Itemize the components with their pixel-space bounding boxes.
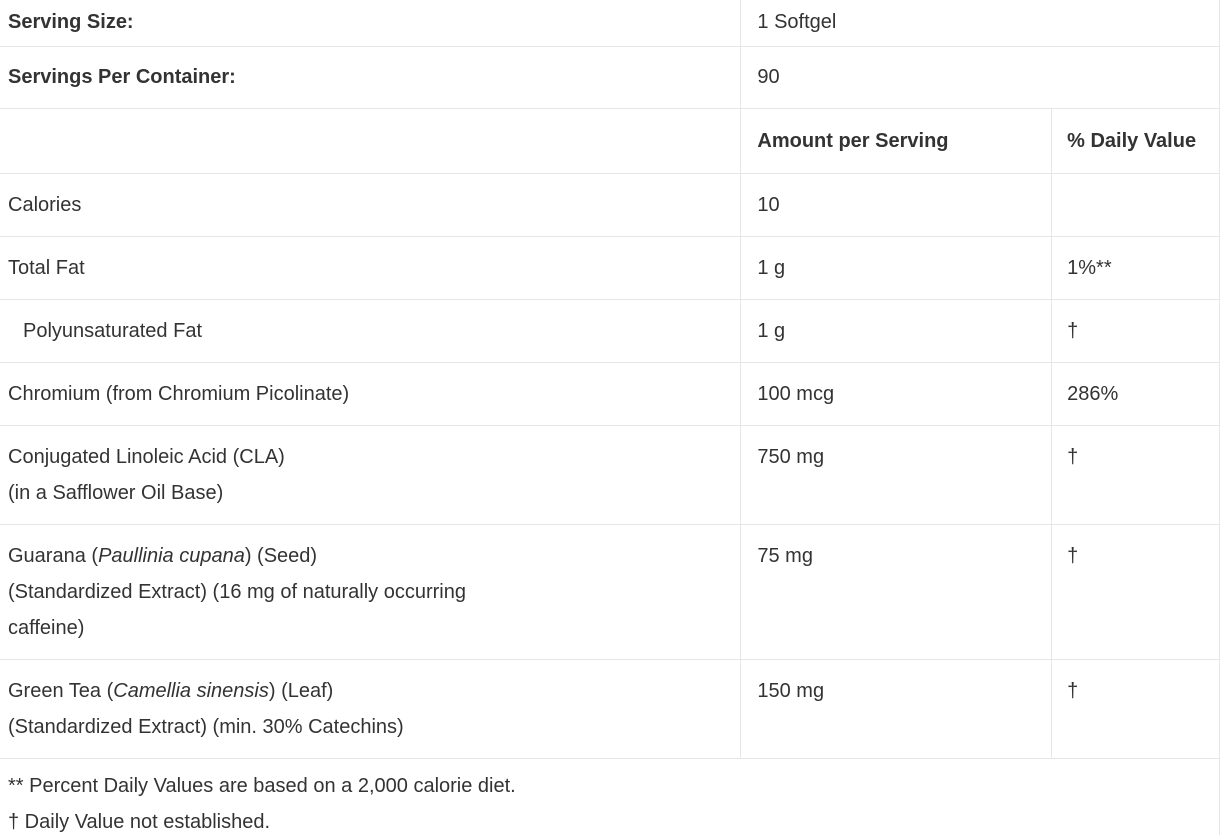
amount-cell: 1 g [741, 300, 1053, 362]
ingredient-name-cell: Guarana (Paullinia cupana) (Seed) (Standa… [0, 525, 742, 659]
amount-cell: 150 mg [741, 660, 1053, 758]
ingredient-row: Total Fat 1 g 1%** [0, 236, 1219, 299]
name-text: Polyunsaturated Fat [23, 320, 202, 342]
ingredient-row: Polyunsaturated Fat 1 g † [0, 299, 1219, 362]
ingredient-name-cell: Conjugated Linoleic Acid (CLA) (in a Saff… [0, 426, 742, 524]
name-text: Calories [8, 194, 82, 216]
name-text: Chromium (from Chromium Picolinate) [8, 383, 350, 405]
ingredient-name-cell: Calories [0, 174, 742, 236]
ingredient-name-line: Polyunsaturated Fat [23, 313, 724, 349]
ingredient-name-line: caffeine) [8, 610, 724, 646]
column-header-row: Amount per Serving % Daily Value [0, 108, 1219, 173]
daily-value-cell: † [1067, 320, 1079, 342]
ingredient-name-cell: Polyunsaturated Fat [0, 300, 742, 362]
daily-value-cell [1052, 174, 1219, 236]
serving-info-value: 1 Softgel [757, 11, 837, 33]
name-text: caffeine) [8, 617, 85, 639]
name-text: (Standardized Extract) (16 mg of natural… [8, 581, 466, 603]
ingredient-rows-section: Calories 10 Total Fat 1 g 1%** Polyunsaturate… [0, 173, 1219, 758]
name-text: Guarana ( [8, 545, 99, 567]
name-text: ) (Seed) [244, 545, 318, 567]
ingredient-name-cell: Chromium (from Chromium Picolinate) [0, 363, 742, 425]
name-text: Conjugated Linoleic Acid (CLA) [8, 446, 285, 468]
daily-value-column-header: % Daily Value [1067, 130, 1197, 152]
name-text: ) (Leaf) [268, 680, 334, 702]
amount-cell: 100 mcg [741, 363, 1053, 425]
footnote-daily-value-not-established: † Daily Value not established. [8, 811, 271, 833]
ingredient-name-line: Calories [8, 187, 724, 223]
amount-cell: 75 mg [741, 525, 1053, 659]
ingredient-name-line: (Standardized Extract) (min. 30% Catechi… [8, 709, 724, 745]
amount-column-header: Amount per Serving [741, 109, 1053, 173]
amount-cell: 1 g [741, 237, 1053, 299]
daily-value-cell: 286% [1067, 383, 1119, 405]
ingredient-row: Conjugated Linoleic Acid (CLA) (in a Saff… [0, 425, 1219, 524]
amount-cell: 750 mg [741, 426, 1053, 524]
ingredient-name-cell: Total Fat [0, 237, 742, 299]
daily-value-cell: † [1067, 545, 1079, 567]
serving-info-label: Servings Per Container: [0, 47, 742, 108]
ingredient-row: Green Tea (Camellia sinensis) (Leaf) (Sta… [0, 659, 1219, 758]
name-text: (Standardized Extract) (min. 30% Catechi… [8, 716, 404, 738]
latin-name: Paullinia cupana [98, 545, 245, 567]
ingredient-row: Guarana (Paullinia cupana) (Seed) (Standa… [0, 524, 1219, 659]
footnotes: ** Percent Daily Values are based on a 2… [0, 758, 1219, 835]
ingredient-column-header [0, 109, 742, 173]
ingredient-name-cell: Green Tea (Camellia sinensis) (Leaf) (Sta… [0, 660, 742, 758]
serving-info-label: Serving Size: [0, 0, 742, 46]
ingredient-name-line: Guarana (Paullinia cupana) (Seed) [8, 538, 724, 574]
ingredient-row: Calories 10 [0, 173, 1219, 236]
serving-info-value: 90 [757, 66, 780, 88]
name-text: Green Tea ( [8, 680, 114, 702]
serving-size-row: Serving Size: 1 Softgel [0, 0, 1219, 46]
name-text: (in a Safflower Oil Base) [8, 482, 224, 504]
daily-value-cell: † [1067, 446, 1079, 468]
ingredient-row: Chromium (from Chromium Picolinate) 100 m… [0, 362, 1219, 425]
name-text: Total Fat [8, 257, 85, 279]
footnote-percent-daily-values: ** Percent Daily Values are based on a 2… [8, 775, 516, 797]
daily-value-cell: † [1067, 680, 1079, 702]
ingredient-name-line: Conjugated Linoleic Acid (CLA) [8, 439, 724, 475]
amount-cell: 10 [741, 174, 1053, 236]
daily-value-cell: 1%** [1067, 257, 1112, 279]
ingredient-name-line: (in a Safflower Oil Base) [8, 475, 724, 511]
latin-name: Camellia sinensis [113, 680, 269, 702]
ingredient-name-line: Chromium (from Chromium Picolinate) [8, 376, 724, 412]
servings-per-container-row: Servings Per Container: 90 [0, 46, 1219, 108]
serving-info-section: Serving Size: 1 Softgel Servings Per Conta… [0, 0, 1219, 108]
ingredient-name-line: (Standardized Extract) (16 mg of natural… [8, 574, 724, 610]
ingredient-name-line: Total Fat [8, 250, 724, 286]
ingredient-name-line: Green Tea (Camellia sinensis) (Leaf) [8, 673, 724, 709]
